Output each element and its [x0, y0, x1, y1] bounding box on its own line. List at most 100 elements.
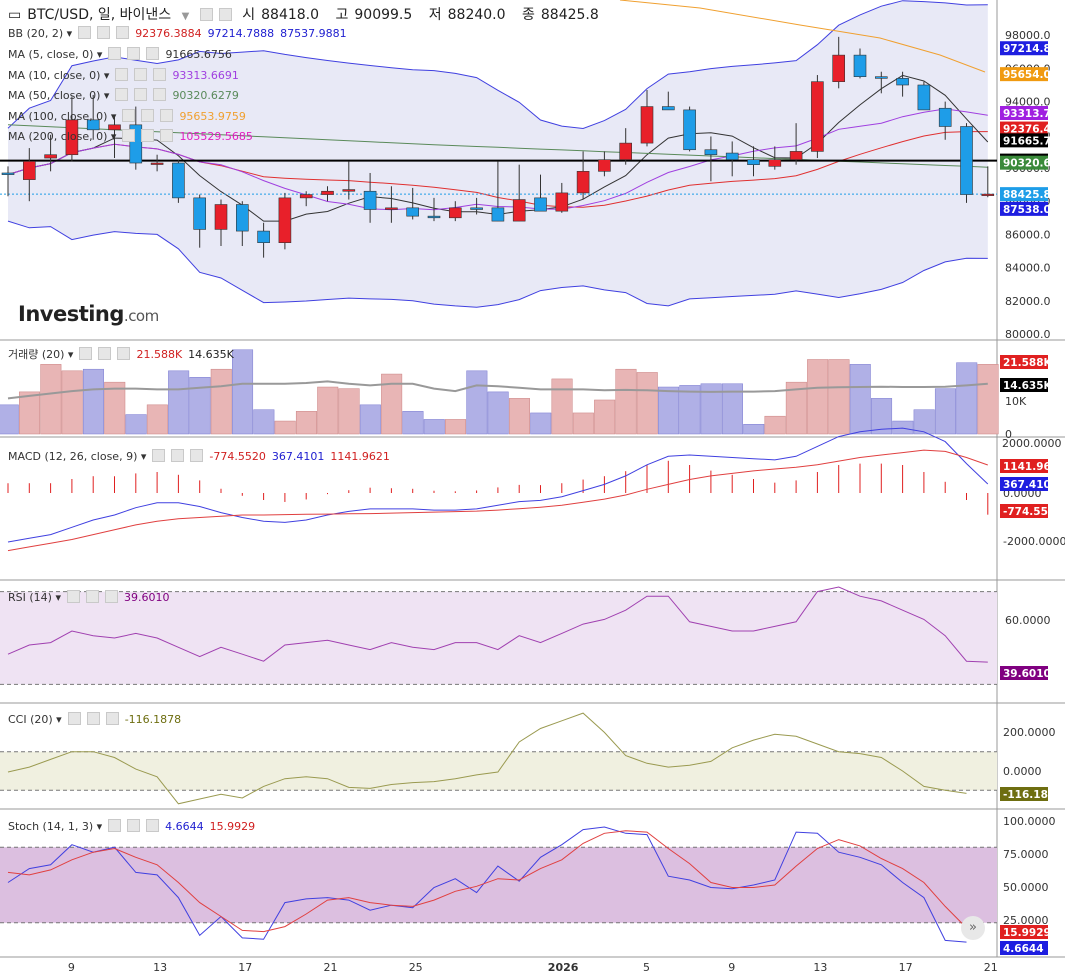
- settings-icon[interactable]: [141, 129, 155, 142]
- remove-icon[interactable]: [153, 88, 167, 101]
- visibility-icon[interactable]: [122, 129, 136, 142]
- remove-icon[interactable]: [153, 67, 167, 81]
- visibility-icon[interactable]: [108, 819, 122, 832]
- symbol-title[interactable]: BTC/USD, 일, 바이낸스: [27, 7, 172, 23]
- candle[interactable]: [576, 171, 590, 194]
- candle[interactable]: [214, 204, 228, 230]
- candle[interactable]: [321, 190, 334, 195]
- candle[interactable]: [619, 142, 633, 161]
- settings-icon[interactable]: [218, 8, 232, 21]
- remove-icon[interactable]: [105, 712, 119, 725]
- visibility-icon[interactable]: [152, 449, 166, 462]
- remove-icon[interactable]: [190, 449, 204, 462]
- settings-icon[interactable]: [85, 590, 99, 603]
- candle[interactable]: [598, 159, 611, 172]
- candle[interactable]: [278, 197, 292, 244]
- candle[interactable]: [683, 109, 696, 151]
- visibility-icon[interactable]: [78, 26, 92, 39]
- settings-icon[interactable]: [86, 712, 100, 725]
- candle[interactable]: [448, 207, 462, 219]
- indicator-name[interactable]: MA (10, close, 0) ▾: [8, 68, 110, 82]
- settings-icon[interactable]: [97, 26, 111, 39]
- price-axis-tick: 86000.0: [1005, 228, 1051, 241]
- candle[interactable]: [1, 172, 15, 175]
- candle[interactable]: [427, 215, 441, 219]
- candle[interactable]: [768, 159, 782, 167]
- candle[interactable]: [150, 162, 164, 165]
- candle[interactable]: [44, 154, 57, 159]
- candle[interactable]: [470, 207, 483, 210]
- visibility-icon[interactable]: [115, 88, 129, 101]
- visibility-icon[interactable]: [67, 712, 81, 725]
- candle[interactable]: [981, 193, 995, 196]
- remove-icon[interactable]: [116, 26, 130, 39]
- remove-icon[interactable]: [117, 347, 131, 360]
- indicator-name[interactable]: CCI (20) ▾: [8, 713, 62, 726]
- candle[interactable]: [22, 161, 36, 180]
- indicator-name[interactable]: Stoch (14, 1, 3) ▾: [8, 820, 103, 833]
- indicator-name[interactable]: BB (20, 2) ▾: [8, 27, 73, 40]
- candle[interactable]: [385, 207, 398, 210]
- candle[interactable]: [108, 124, 121, 131]
- candle[interactable]: [363, 190, 377, 210]
- candle[interactable]: [534, 197, 547, 212]
- candle[interactable]: [938, 107, 952, 127]
- settings-icon[interactable]: [127, 819, 141, 832]
- symbol-dropdown-icon[interactable]: ▼: [181, 11, 190, 22]
- chart-menu-icon[interactable]: ▭: [8, 7, 22, 23]
- candle[interactable]: [747, 159, 760, 165]
- remove-icon[interactable]: [146, 47, 160, 60]
- candle[interactable]: [725, 152, 739, 160]
- candle[interactable]: [512, 199, 526, 222]
- settings-icon[interactable]: [127, 47, 141, 60]
- indicator-name[interactable]: MA (5, close, 0) ▾: [8, 48, 103, 61]
- indicator-name[interactable]: 거래량 (20) ▾: [8, 348, 74, 361]
- candle[interactable]: [491, 207, 505, 222]
- candle[interactable]: [874, 76, 888, 79]
- visibility-icon[interactable]: [66, 590, 80, 603]
- remove-icon[interactable]: [104, 590, 118, 603]
- indicator-value: 91665.6756: [165, 48, 232, 61]
- indicator-name[interactable]: MA (100, close, 0) ▾: [8, 109, 117, 123]
- candle[interactable]: [257, 230, 270, 244]
- settings-icon[interactable]: [134, 67, 148, 81]
- settings-icon[interactable]: [134, 88, 148, 101]
- indicator-name[interactable]: RSI (14) ▾: [8, 591, 61, 604]
- candle[interactable]: [704, 149, 718, 156]
- visibility-icon[interactable]: [199, 8, 213, 21]
- candle[interactable]: [960, 126, 973, 195]
- indicator-name[interactable]: MACD (12, 26, close, 9) ▾: [8, 450, 147, 463]
- candle[interactable]: [811, 81, 824, 152]
- visibility-icon[interactable]: [115, 67, 129, 81]
- candle[interactable]: [853, 54, 867, 77]
- candle[interactable]: [342, 189, 356, 192]
- candle[interactable]: [236, 204, 249, 232]
- visibility-icon[interactable]: [108, 47, 122, 60]
- candle[interactable]: [896, 78, 909, 86]
- candle[interactable]: [86, 119, 100, 131]
- time-axis-tick: 17: [899, 961, 913, 974]
- remove-icon[interactable]: [160, 129, 174, 142]
- settings-icon[interactable]: [171, 449, 185, 462]
- remove-icon[interactable]: [160, 108, 174, 122]
- candle[interactable]: [172, 162, 185, 199]
- candle[interactable]: [555, 192, 569, 212]
- remove-icon[interactable]: [146, 819, 160, 832]
- candle[interactable]: [299, 194, 313, 199]
- candle[interactable]: [661, 106, 675, 111]
- candle[interactable]: [789, 151, 803, 160]
- visibility-icon[interactable]: [122, 108, 136, 122]
- candle[interactable]: [406, 207, 420, 217]
- scroll-right-button[interactable]: »: [961, 916, 985, 940]
- candle[interactable]: [65, 119, 79, 156]
- settings-icon[interactable]: [141, 108, 155, 122]
- candle[interactable]: [917, 84, 931, 111]
- candle[interactable]: [832, 54, 846, 82]
- candle[interactable]: [193, 197, 206, 230]
- indicator-name[interactable]: MA (200, close, 0) ▾: [8, 130, 117, 143]
- indicator-name[interactable]: MA (50, close, 0) ▾: [8, 89, 110, 102]
- settings-icon[interactable]: [98, 347, 112, 360]
- visibility-icon[interactable]: [79, 347, 93, 360]
- candle[interactable]: [640, 106, 654, 144]
